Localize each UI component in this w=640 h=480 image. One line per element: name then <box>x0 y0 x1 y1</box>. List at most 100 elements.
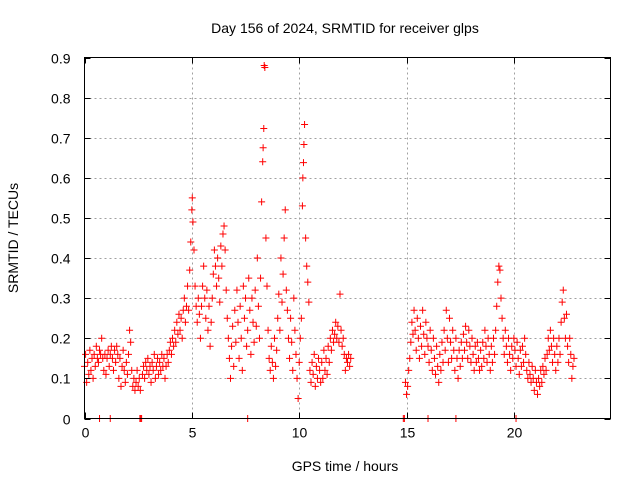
data-point <box>266 366 274 374</box>
data-point <box>522 350 530 358</box>
x-tick-label: 5 <box>189 425 197 441</box>
data-point <box>246 306 254 314</box>
data-point <box>155 370 163 378</box>
data-point <box>268 358 276 366</box>
data-point <box>229 322 237 330</box>
data-point <box>152 362 160 370</box>
data-point <box>219 230 227 238</box>
data-point <box>271 334 279 342</box>
data-point <box>415 354 423 362</box>
data-point <box>416 322 424 330</box>
data-point <box>283 306 291 314</box>
data-point <box>307 378 315 386</box>
data-point <box>228 342 236 350</box>
data-point <box>489 334 497 342</box>
data-point <box>414 334 422 342</box>
data-point <box>222 286 230 294</box>
data-point <box>438 338 446 346</box>
data-point <box>259 158 267 166</box>
data-point <box>451 366 459 374</box>
y-tick-label: 0.4 <box>51 251 71 267</box>
data-point <box>194 294 202 302</box>
data-point <box>247 350 255 358</box>
data-point <box>488 358 496 366</box>
data-point <box>289 366 297 374</box>
data-point <box>341 366 349 374</box>
data-point <box>308 358 316 366</box>
data-point <box>133 366 141 374</box>
data-point <box>180 294 188 302</box>
data-point <box>401 378 409 386</box>
data-point <box>518 342 526 350</box>
data-point <box>494 278 502 286</box>
data-point <box>269 374 277 382</box>
data-point <box>303 262 311 270</box>
data-point <box>513 338 521 346</box>
data-point <box>496 266 504 274</box>
data-point <box>186 266 194 274</box>
data-point <box>437 366 445 374</box>
data-point <box>539 362 547 370</box>
data-point <box>225 354 233 362</box>
data-point <box>102 370 110 378</box>
data-point <box>261 64 269 72</box>
data-point <box>92 342 100 350</box>
data-point <box>208 294 216 302</box>
data-point <box>216 298 224 306</box>
data-point <box>117 382 125 390</box>
data-point <box>221 246 229 254</box>
data-point <box>127 338 135 346</box>
data-point <box>218 262 226 270</box>
data-point <box>273 346 281 354</box>
data-point <box>249 318 257 326</box>
data-point <box>514 354 522 362</box>
data-point <box>498 314 506 322</box>
data-point <box>277 254 285 262</box>
data-point <box>327 346 335 354</box>
data-point <box>207 318 215 326</box>
data-point <box>151 374 159 382</box>
data-point <box>190 246 198 254</box>
data-point <box>497 294 505 302</box>
data-point <box>321 366 329 374</box>
data-point <box>148 358 156 366</box>
data-point <box>346 362 354 370</box>
data-point <box>106 350 114 358</box>
data-point <box>328 326 336 334</box>
data-point <box>429 334 437 342</box>
data-point <box>215 274 223 282</box>
data-point <box>157 366 165 374</box>
data-point <box>300 141 308 149</box>
data-point <box>536 382 544 390</box>
data-point <box>521 334 529 342</box>
data-point <box>560 314 568 322</box>
data-point <box>420 330 428 338</box>
data-point <box>121 378 129 386</box>
data-point <box>405 366 413 374</box>
data-point <box>248 294 256 302</box>
data-point <box>299 159 307 167</box>
data-point <box>226 374 234 382</box>
data-point <box>173 318 181 326</box>
data-point <box>184 282 192 290</box>
data-point <box>290 294 298 302</box>
data-point <box>570 354 578 362</box>
data-point <box>568 374 576 382</box>
data-point <box>82 350 90 358</box>
data-point <box>276 326 284 334</box>
data-point <box>507 366 515 374</box>
data-point <box>447 338 455 346</box>
y-tick-label: 0.6 <box>51 171 71 187</box>
y-tick-label: 0.9 <box>51 51 71 67</box>
data-point <box>200 262 208 270</box>
data-point <box>235 354 243 362</box>
data-point <box>493 302 501 310</box>
data-point <box>90 350 98 358</box>
data-point <box>191 282 199 290</box>
data-point <box>311 382 319 390</box>
data-point <box>258 198 266 206</box>
data-point <box>562 310 570 318</box>
data-point <box>195 310 203 318</box>
data-point <box>445 314 453 322</box>
data-point <box>525 358 533 366</box>
